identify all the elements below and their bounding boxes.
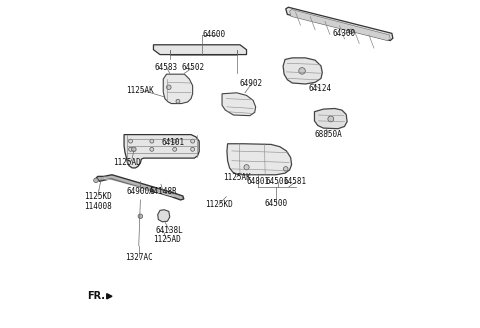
Text: 1125KD: 1125KD: [84, 192, 112, 201]
Circle shape: [129, 147, 132, 151]
Text: 1125AD: 1125AD: [113, 158, 141, 167]
Circle shape: [191, 139, 194, 143]
Circle shape: [328, 116, 334, 122]
Circle shape: [173, 147, 177, 151]
Circle shape: [349, 29, 353, 34]
Circle shape: [244, 165, 249, 170]
Text: 114008: 114008: [84, 202, 112, 211]
Text: 1125AK: 1125AK: [127, 86, 154, 95]
Text: 64101: 64101: [161, 138, 185, 147]
Circle shape: [176, 99, 180, 103]
Text: 64902: 64902: [240, 79, 263, 89]
Text: 64900A: 64900A: [127, 187, 154, 196]
Text: 1327AC: 1327AC: [125, 253, 153, 262]
Polygon shape: [314, 109, 347, 129]
Polygon shape: [283, 58, 322, 84]
Text: 64148R: 64148R: [149, 187, 177, 196]
Polygon shape: [124, 134, 199, 168]
Circle shape: [138, 214, 143, 218]
Polygon shape: [158, 210, 170, 222]
Text: 64500: 64500: [264, 199, 288, 208]
Text: 64502: 64502: [181, 63, 204, 72]
Circle shape: [94, 178, 98, 183]
Text: 64801: 64801: [246, 177, 270, 186]
Circle shape: [167, 85, 171, 90]
Polygon shape: [286, 7, 393, 41]
Circle shape: [173, 139, 177, 143]
Text: 1125KD: 1125KD: [205, 200, 233, 209]
Polygon shape: [107, 294, 112, 299]
Polygon shape: [154, 45, 247, 54]
Text: 64581: 64581: [284, 177, 307, 186]
Polygon shape: [163, 74, 192, 104]
Circle shape: [299, 68, 305, 74]
Text: FR.: FR.: [87, 291, 105, 301]
Polygon shape: [227, 144, 292, 175]
Circle shape: [132, 147, 136, 152]
Text: 64138L: 64138L: [156, 226, 184, 236]
Circle shape: [129, 139, 132, 143]
Text: 64124: 64124: [309, 84, 332, 93]
Polygon shape: [289, 10, 390, 41]
Text: 64600: 64600: [202, 31, 226, 39]
Text: 1125AK: 1125AK: [223, 173, 251, 182]
Text: 1125AD: 1125AD: [153, 235, 180, 244]
Circle shape: [150, 139, 154, 143]
Circle shape: [150, 147, 154, 151]
Circle shape: [191, 147, 194, 151]
Text: 64300: 64300: [333, 29, 356, 38]
Text: 64501: 64501: [266, 177, 289, 186]
Text: 64583: 64583: [155, 63, 178, 72]
Polygon shape: [222, 93, 256, 116]
Circle shape: [283, 167, 288, 171]
Text: 68850A: 68850A: [314, 130, 342, 139]
Polygon shape: [96, 175, 184, 200]
